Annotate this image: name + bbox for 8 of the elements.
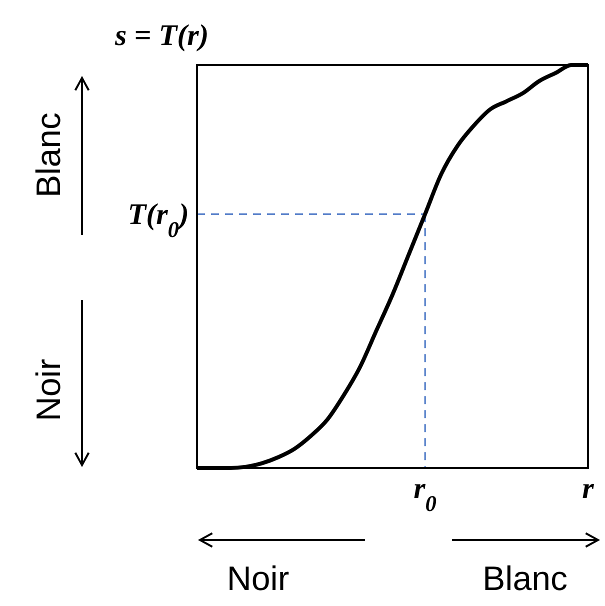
text: Noir [226,560,290,598]
chart-title: s = T(r) [114,19,209,52]
ref-line-label: T(r$_{0}$) [128,198,189,242]
text: Blanc [482,560,568,598]
text: Blanc [30,112,68,198]
text: r$_{0}$ [414,472,437,516]
text: r [582,472,594,505]
text: Noir [30,358,68,422]
